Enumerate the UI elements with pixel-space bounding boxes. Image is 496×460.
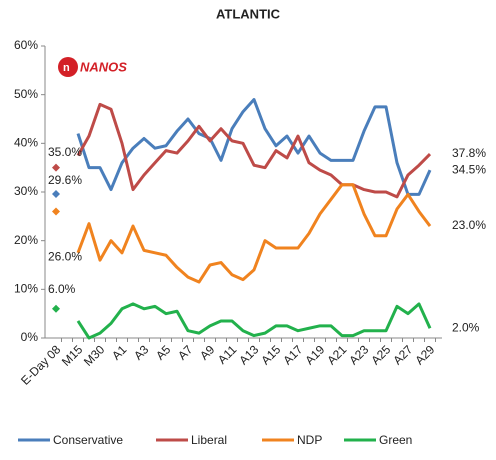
value-label: 37.8% xyxy=(452,146,486,160)
y-tick-label: 0% xyxy=(21,330,39,344)
x-tick-label: M15 xyxy=(59,342,86,369)
logo-icon xyxy=(58,57,78,77)
legend-item: Conservative xyxy=(18,433,123,447)
x-tick-label: A3 xyxy=(131,342,152,363)
x-tick-label: A21 xyxy=(324,342,349,367)
marker xyxy=(52,304,60,313)
legend-label: Liberal xyxy=(191,433,227,447)
legend-item: NDP xyxy=(262,433,322,447)
line xyxy=(76,102,432,199)
x-tick-label: A1 xyxy=(109,342,130,363)
x-tick-label: A15 xyxy=(258,342,283,367)
x-tick-label: A19 xyxy=(302,342,327,367)
x-tick-label: E-Day 08 xyxy=(18,342,64,388)
value-label: 2.0% xyxy=(452,320,480,334)
x-tick-label: A7 xyxy=(175,342,196,363)
marker xyxy=(52,163,60,172)
marker xyxy=(52,189,60,198)
x-tick-label: A5 xyxy=(153,342,174,363)
legend-label: NDP xyxy=(297,433,322,447)
marker xyxy=(52,207,60,216)
value-label: 26.0% xyxy=(48,250,82,264)
y-tick-label: 60% xyxy=(14,38,38,52)
value-label: 6.0% xyxy=(48,282,76,296)
y-tick-label: 30% xyxy=(14,184,38,198)
x-tick-label: A29 xyxy=(412,342,437,367)
value-label: 35.0% xyxy=(48,145,82,159)
x-tick-label: A11 xyxy=(215,342,240,367)
legend-label: Conservative xyxy=(53,433,123,447)
logo: n NANOS xyxy=(58,57,127,77)
line xyxy=(76,98,432,196)
logo-mark: n xyxy=(63,62,70,74)
legend-item: Green xyxy=(344,433,412,447)
x-tick-label: A25 xyxy=(368,342,393,367)
x-tick-label: M30 xyxy=(81,342,108,369)
y-tick-label: 40% xyxy=(14,136,38,150)
x-tick-label: A9 xyxy=(197,342,218,363)
y-tick-label: 20% xyxy=(14,233,38,247)
line xyxy=(76,183,432,284)
y-tick-label: 50% xyxy=(14,87,38,101)
chart-title: ATLANTIC xyxy=(216,6,281,21)
x-tick-label: A27 xyxy=(390,342,415,367)
logo-text: NANOS xyxy=(80,59,127,74)
value-label: 23.0% xyxy=(452,218,486,232)
value-label: 29.6% xyxy=(48,173,82,187)
legend-label: Green xyxy=(379,433,412,447)
line xyxy=(76,302,432,340)
value-label: 34.5% xyxy=(452,162,486,176)
y-tick-label: 10% xyxy=(14,282,38,296)
x-tick-label: A13 xyxy=(236,342,261,367)
x-tick-label: A23 xyxy=(346,342,371,367)
x-tick-label: A17 xyxy=(280,342,305,367)
legend-item: Liberal xyxy=(156,433,227,447)
